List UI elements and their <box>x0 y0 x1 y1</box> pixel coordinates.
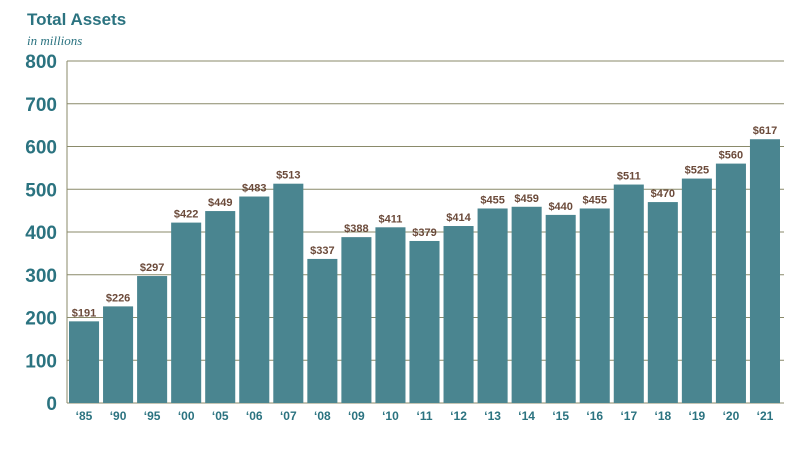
bar-value-label: $440 <box>548 201 572 213</box>
bar <box>239 196 270 403</box>
bar <box>579 208 610 403</box>
x-tick-label: ‘19 <box>689 409 706 423</box>
bar <box>409 240 440 403</box>
bar-value-label: $459 <box>514 193 538 205</box>
bar-value-label: $226 <box>106 292 130 304</box>
bar-value-label: $379 <box>412 227 436 239</box>
bar <box>341 237 372 403</box>
bar <box>681 178 712 403</box>
x-tick-label: ‘18 <box>654 409 671 423</box>
y-tick-label: 600 <box>25 138 57 159</box>
x-tick-label: ‘20 <box>723 409 740 423</box>
bar <box>715 163 746 403</box>
y-tick-label: 800 <box>25 52 57 73</box>
y-tick-label: 200 <box>25 309 57 330</box>
y-tick-label: 700 <box>25 95 57 116</box>
chart-title: Total Assets <box>27 10 127 29</box>
y-tick-label: 500 <box>25 180 57 201</box>
bar <box>137 276 168 403</box>
x-tick-label: ‘11 <box>416 409 432 423</box>
bar-value-label: $422 <box>174 209 198 221</box>
bar <box>647 202 678 403</box>
x-tick-label: ‘10 <box>382 409 399 423</box>
bar-value-label: $511 <box>617 171 641 183</box>
bar-value-label: $411 <box>379 213 403 225</box>
x-tick-label: ‘21 <box>757 409 774 423</box>
bar <box>477 208 508 403</box>
bar-value-label: $617 <box>753 125 777 137</box>
bar <box>613 184 644 403</box>
bar-value-label: $414 <box>446 212 471 224</box>
bar-value-label: $560 <box>719 150 743 162</box>
x-tick-label: ‘16 <box>586 409 603 423</box>
y-tick-label: 300 <box>25 266 57 287</box>
bar <box>103 306 134 403</box>
bar <box>171 222 202 403</box>
bar-value-label: $388 <box>344 223 368 235</box>
bar <box>375 227 406 403</box>
x-tick-label: ‘12 <box>450 409 467 423</box>
bar <box>307 258 338 403</box>
bar <box>749 139 780 404</box>
bar-value-label: $337 <box>310 245 334 257</box>
x-tick-label: ‘15 <box>552 409 569 423</box>
x-tick-label: ‘85 <box>76 409 93 423</box>
x-tick-label: ‘95 <box>144 409 161 423</box>
bar-value-label: $297 <box>140 262 164 274</box>
x-tick-label: ‘14 <box>518 409 535 423</box>
bar-value-label: $449 <box>208 197 232 209</box>
x-tick-label: ‘07 <box>280 409 297 423</box>
bar <box>273 183 304 403</box>
x-tick-label: ‘13 <box>484 409 501 423</box>
bar-value-label: $455 <box>582 194 606 206</box>
y-tick-label: 0 <box>46 394 57 415</box>
bar <box>545 214 576 403</box>
bar <box>443 226 474 403</box>
chart-subtitle: in millions <box>27 33 83 48</box>
bar-value-label: $455 <box>480 194 504 206</box>
x-tick-label: ‘06 <box>246 409 263 423</box>
bar <box>511 206 542 403</box>
y-tick-label: 100 <box>25 351 57 372</box>
x-tick-label: ‘09 <box>348 409 365 423</box>
bar-value-label: $191 <box>72 307 96 319</box>
x-tick-label: ‘00 <box>178 409 195 423</box>
bar-value-label: $513 <box>276 170 300 182</box>
bar-value-label: $483 <box>242 183 266 195</box>
x-tick-label: ‘17 <box>620 409 637 423</box>
x-tick-label: ‘05 <box>212 409 229 423</box>
bar <box>205 211 236 403</box>
bar <box>69 321 100 403</box>
x-tick-label: ‘08 <box>314 409 331 423</box>
x-tick-label: ‘90 <box>110 409 127 423</box>
bar-value-label: $525 <box>685 165 709 177</box>
bar-value-label: $470 <box>651 188 675 200</box>
y-tick-label: 400 <box>25 223 57 244</box>
